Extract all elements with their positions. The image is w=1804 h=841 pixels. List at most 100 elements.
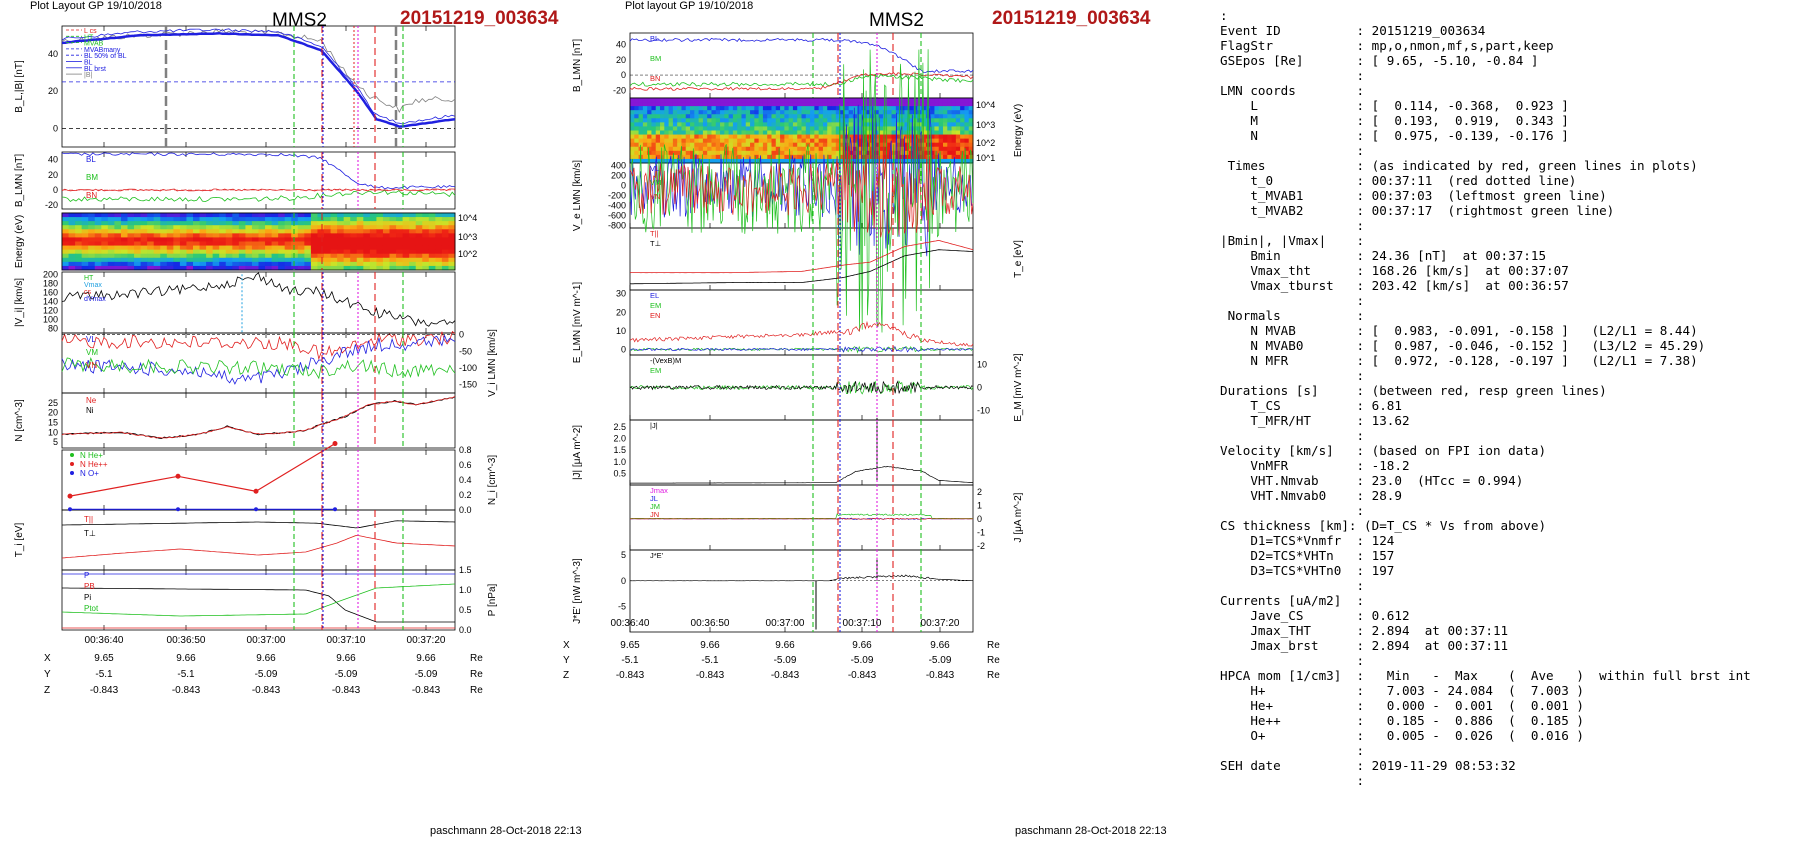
spectrogram-cell — [870, 98, 875, 103]
position-value: -0.843 — [696, 670, 725, 681]
spectrogram-cell — [428, 261, 436, 267]
y-tick-label: 0 — [621, 344, 626, 354]
series-VM — [629, 49, 974, 333]
spectrogram-cell — [62, 253, 70, 259]
spectrogram-cell — [651, 118, 657, 123]
spectrogram-cell — [780, 130, 785, 136]
spectrogram-cell — [934, 118, 940, 123]
spectrogram-cell — [634, 126, 640, 131]
spectrogram-cell — [908, 130, 914, 136]
spectrogram-cell — [638, 102, 644, 107]
legend-label: T⊥ — [650, 239, 662, 248]
spectrogram-cell — [265, 265, 273, 271]
spectrogram-cell — [814, 98, 820, 103]
middle-panels-svg: B_LMN [nT]Energy (eV)V_e LMN [km/s]T_e [… — [563, 32, 1024, 681]
spectrogram-cell — [81, 249, 89, 255]
spectrogram-cell — [930, 130, 935, 136]
spectrogram-cell — [672, 106, 678, 111]
spectrogram-cell — [968, 102, 974, 107]
spectrogram-cell — [310, 233, 318, 238]
spectrogram-cell — [435, 237, 443, 242]
spectrogram-cell — [672, 118, 678, 123]
spectrogram-cell — [153, 253, 161, 259]
spectrogram-cell — [186, 245, 194, 251]
spectrogram-cell — [818, 126, 824, 131]
spectrogram-cell — [724, 134, 730, 140]
spectrogram-cell — [702, 118, 708, 123]
spectrogram-cell — [94, 221, 102, 226]
spectrogram-cell — [310, 265, 318, 271]
spectrogram-cell — [369, 229, 377, 234]
spectrogram-cell — [647, 118, 652, 123]
spectrogram-cell — [107, 241, 115, 247]
series-T-parallel — [61, 535, 456, 559]
spacecraft-title: MMS2 — [869, 10, 924, 31]
spectrogram-cell — [356, 265, 364, 271]
spectrogram-cell — [396, 221, 404, 226]
spectrogram-cell — [324, 253, 332, 259]
spectrogram-cell — [251, 221, 259, 226]
spectrogram-cell — [310, 237, 318, 242]
spectrogram-cell — [934, 126, 940, 131]
spectrogram-cell — [350, 265, 358, 271]
spectrogram-cell — [831, 150, 837, 156]
spectrogram-cell — [265, 249, 273, 255]
spectrogram-cell — [441, 229, 449, 234]
spectrogram-cell — [435, 233, 443, 238]
spectrogram-cell — [775, 158, 781, 164]
spectrogram-cell — [153, 249, 161, 255]
spectrogram-cell — [356, 213, 364, 218]
spectrogram-cell — [960, 142, 965, 148]
spectrogram-cell — [754, 158, 760, 164]
spectrogram-cell — [762, 110, 768, 115]
spectrogram-cell — [271, 233, 279, 238]
spectrogram-cell — [343, 229, 351, 234]
spectrogram-cell — [891, 134, 897, 140]
spectrogram-cell — [711, 126, 717, 131]
spectrogram-cell — [166, 217, 174, 222]
spectrogram-cell — [792, 98, 798, 103]
y-tick-label: 20 — [48, 408, 58, 418]
spectrogram-cell — [668, 142, 674, 148]
spectrogram-cell — [232, 261, 240, 267]
spectrogram-cell — [310, 225, 318, 230]
spectrogram-cell — [402, 241, 410, 247]
spectrogram-cell — [822, 98, 828, 103]
spectrogram-cell — [814, 150, 820, 156]
spectrogram-cell — [166, 225, 174, 230]
series-BM — [629, 73, 974, 87]
spectrogram-cell — [732, 142, 738, 148]
spectrogram-cell — [762, 134, 768, 140]
y-tick-label: -5 — [618, 601, 626, 611]
spectrogram-cell — [278, 241, 286, 247]
spectrogram-cell — [186, 257, 194, 263]
spectrogram-cell — [947, 134, 953, 140]
spectrogram-cell — [780, 102, 785, 107]
position-row-label: X — [563, 640, 570, 651]
spectrogram-cell — [848, 146, 854, 152]
spectrogram-cell — [720, 146, 725, 152]
spectrogram-cell — [68, 225, 76, 230]
spectrogram-cell — [107, 261, 115, 267]
spectrogram-cell — [127, 213, 135, 218]
spectrogram-cell — [887, 130, 893, 136]
spectrogram-cell — [750, 158, 755, 164]
spectrogram-cell — [844, 106, 850, 111]
spectrogram-cell — [402, 249, 410, 255]
spectrogram-cell — [660, 142, 665, 148]
spectrogram-cell — [382, 253, 390, 259]
spectrogram-cell — [278, 253, 286, 259]
spectrogram-cell — [179, 253, 187, 259]
spectrogram-cell — [376, 261, 384, 267]
spectrogram-cell — [173, 221, 181, 226]
spectrogram-cell — [848, 114, 854, 119]
position-value: -5.09 — [415, 669, 438, 680]
spectrogram-cell — [745, 142, 751, 148]
spectrogram-cell — [75, 233, 83, 238]
spectrogram-cell — [792, 126, 798, 131]
spectrogram-cell — [934, 102, 940, 107]
spectrogram-cell — [120, 213, 128, 218]
spectrogram-cell — [780, 98, 785, 103]
spectrogram-cell — [634, 134, 640, 140]
spectrogram-cell — [101, 249, 109, 255]
